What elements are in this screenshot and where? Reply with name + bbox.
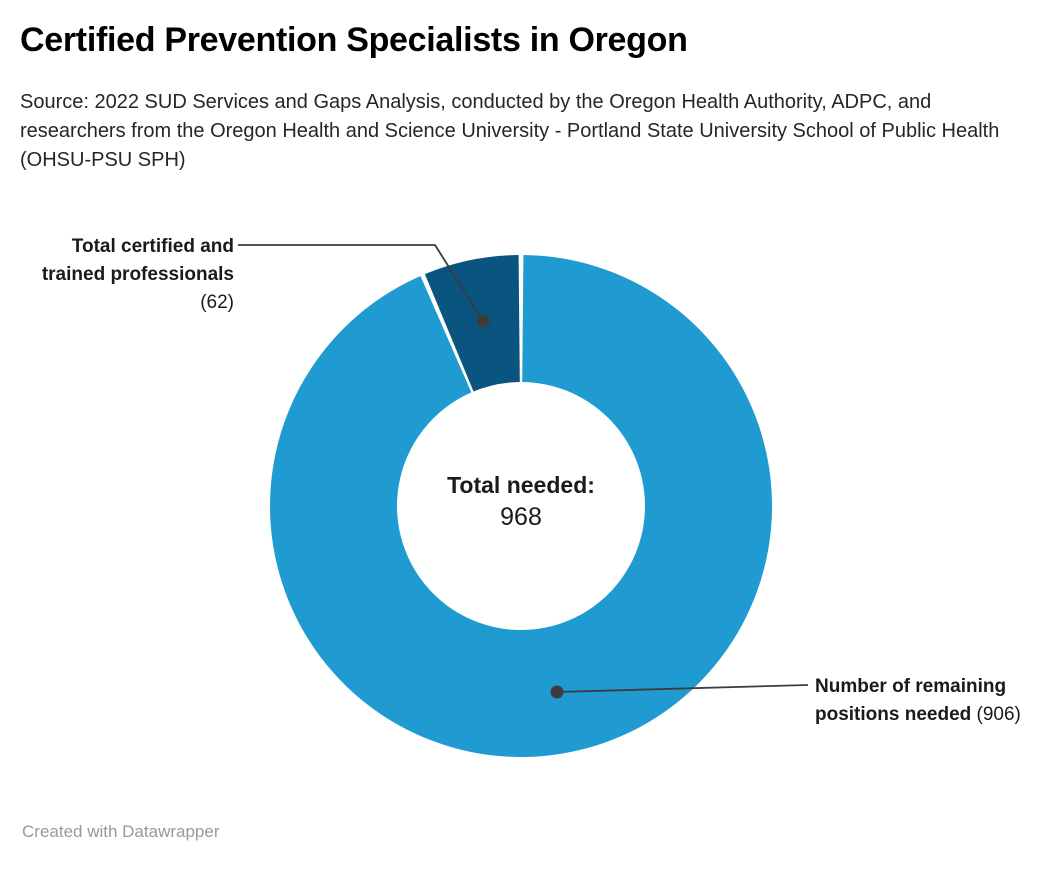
donut-center-caption: Total needed:: [447, 472, 595, 498]
donut-center-value: 968: [500, 503, 542, 531]
chart-subtitle: Source: 2022 SUD Services and Gaps Analy…: [20, 91, 1000, 171]
donut-center-label: Total needed: 968: [411, 470, 631, 534]
slice-label-certified-count: (62): [200, 292, 234, 313]
leader-line-remaining: [550, 684, 809, 699]
slice-remaining-positions[interactable]: [270, 255, 773, 757]
datawrapper-credit[interactable]: Created with Datawrapper: [22, 822, 220, 841]
leader-line-certified: [238, 244, 490, 328]
slice-label-certified-text: Total certified and trained professional…: [41, 236, 234, 285]
slice-label-remaining-text: Number of remaining positions needed: [815, 676, 1007, 725]
slice-label-remaining-count: (906): [976, 704, 1021, 725]
chart-title: Certified Prevention Specialists in Oreg…: [20, 21, 688, 59]
slice-certified-professionals[interactable]: [424, 255, 520, 392]
donut-chart-svg: [238, 244, 809, 757]
slice-label-remaining: Number of remaining positions needed (90…: [815, 673, 1030, 729]
donut-chart: Total needed: 968 Total certified and tr…: [10, 233, 1030, 757]
leader-dot-remaining: [550, 685, 564, 699]
leader-dot-certified: [476, 314, 490, 328]
slice-label-certified: Total certified and trained professional…: [10, 233, 234, 317]
